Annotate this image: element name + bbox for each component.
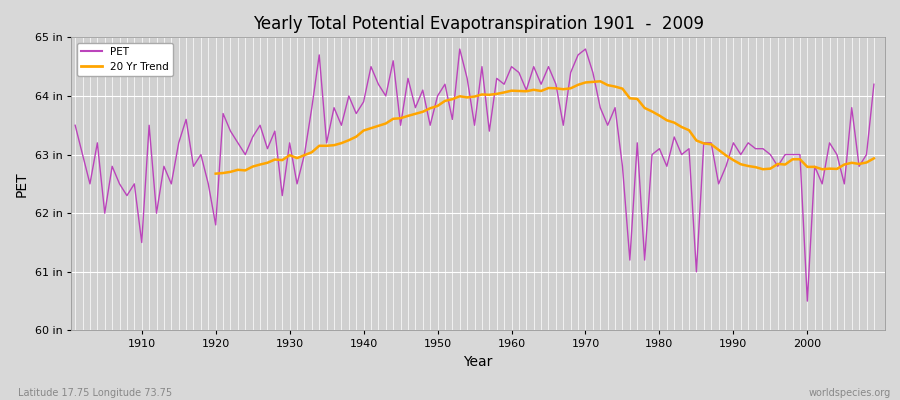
X-axis label: Year: Year <box>464 355 493 369</box>
Legend: PET, 20 Yr Trend: PET, 20 Yr Trend <box>76 42 173 76</box>
Text: Latitude 17.75 Longitude 73.75: Latitude 17.75 Longitude 73.75 <box>18 388 172 398</box>
Title: Yearly Total Potential Evapotranspiration 1901  -  2009: Yearly Total Potential Evapotranspiratio… <box>253 15 704 33</box>
Text: worldspecies.org: worldspecies.org <box>809 388 891 398</box>
Y-axis label: PET: PET <box>15 171 29 197</box>
